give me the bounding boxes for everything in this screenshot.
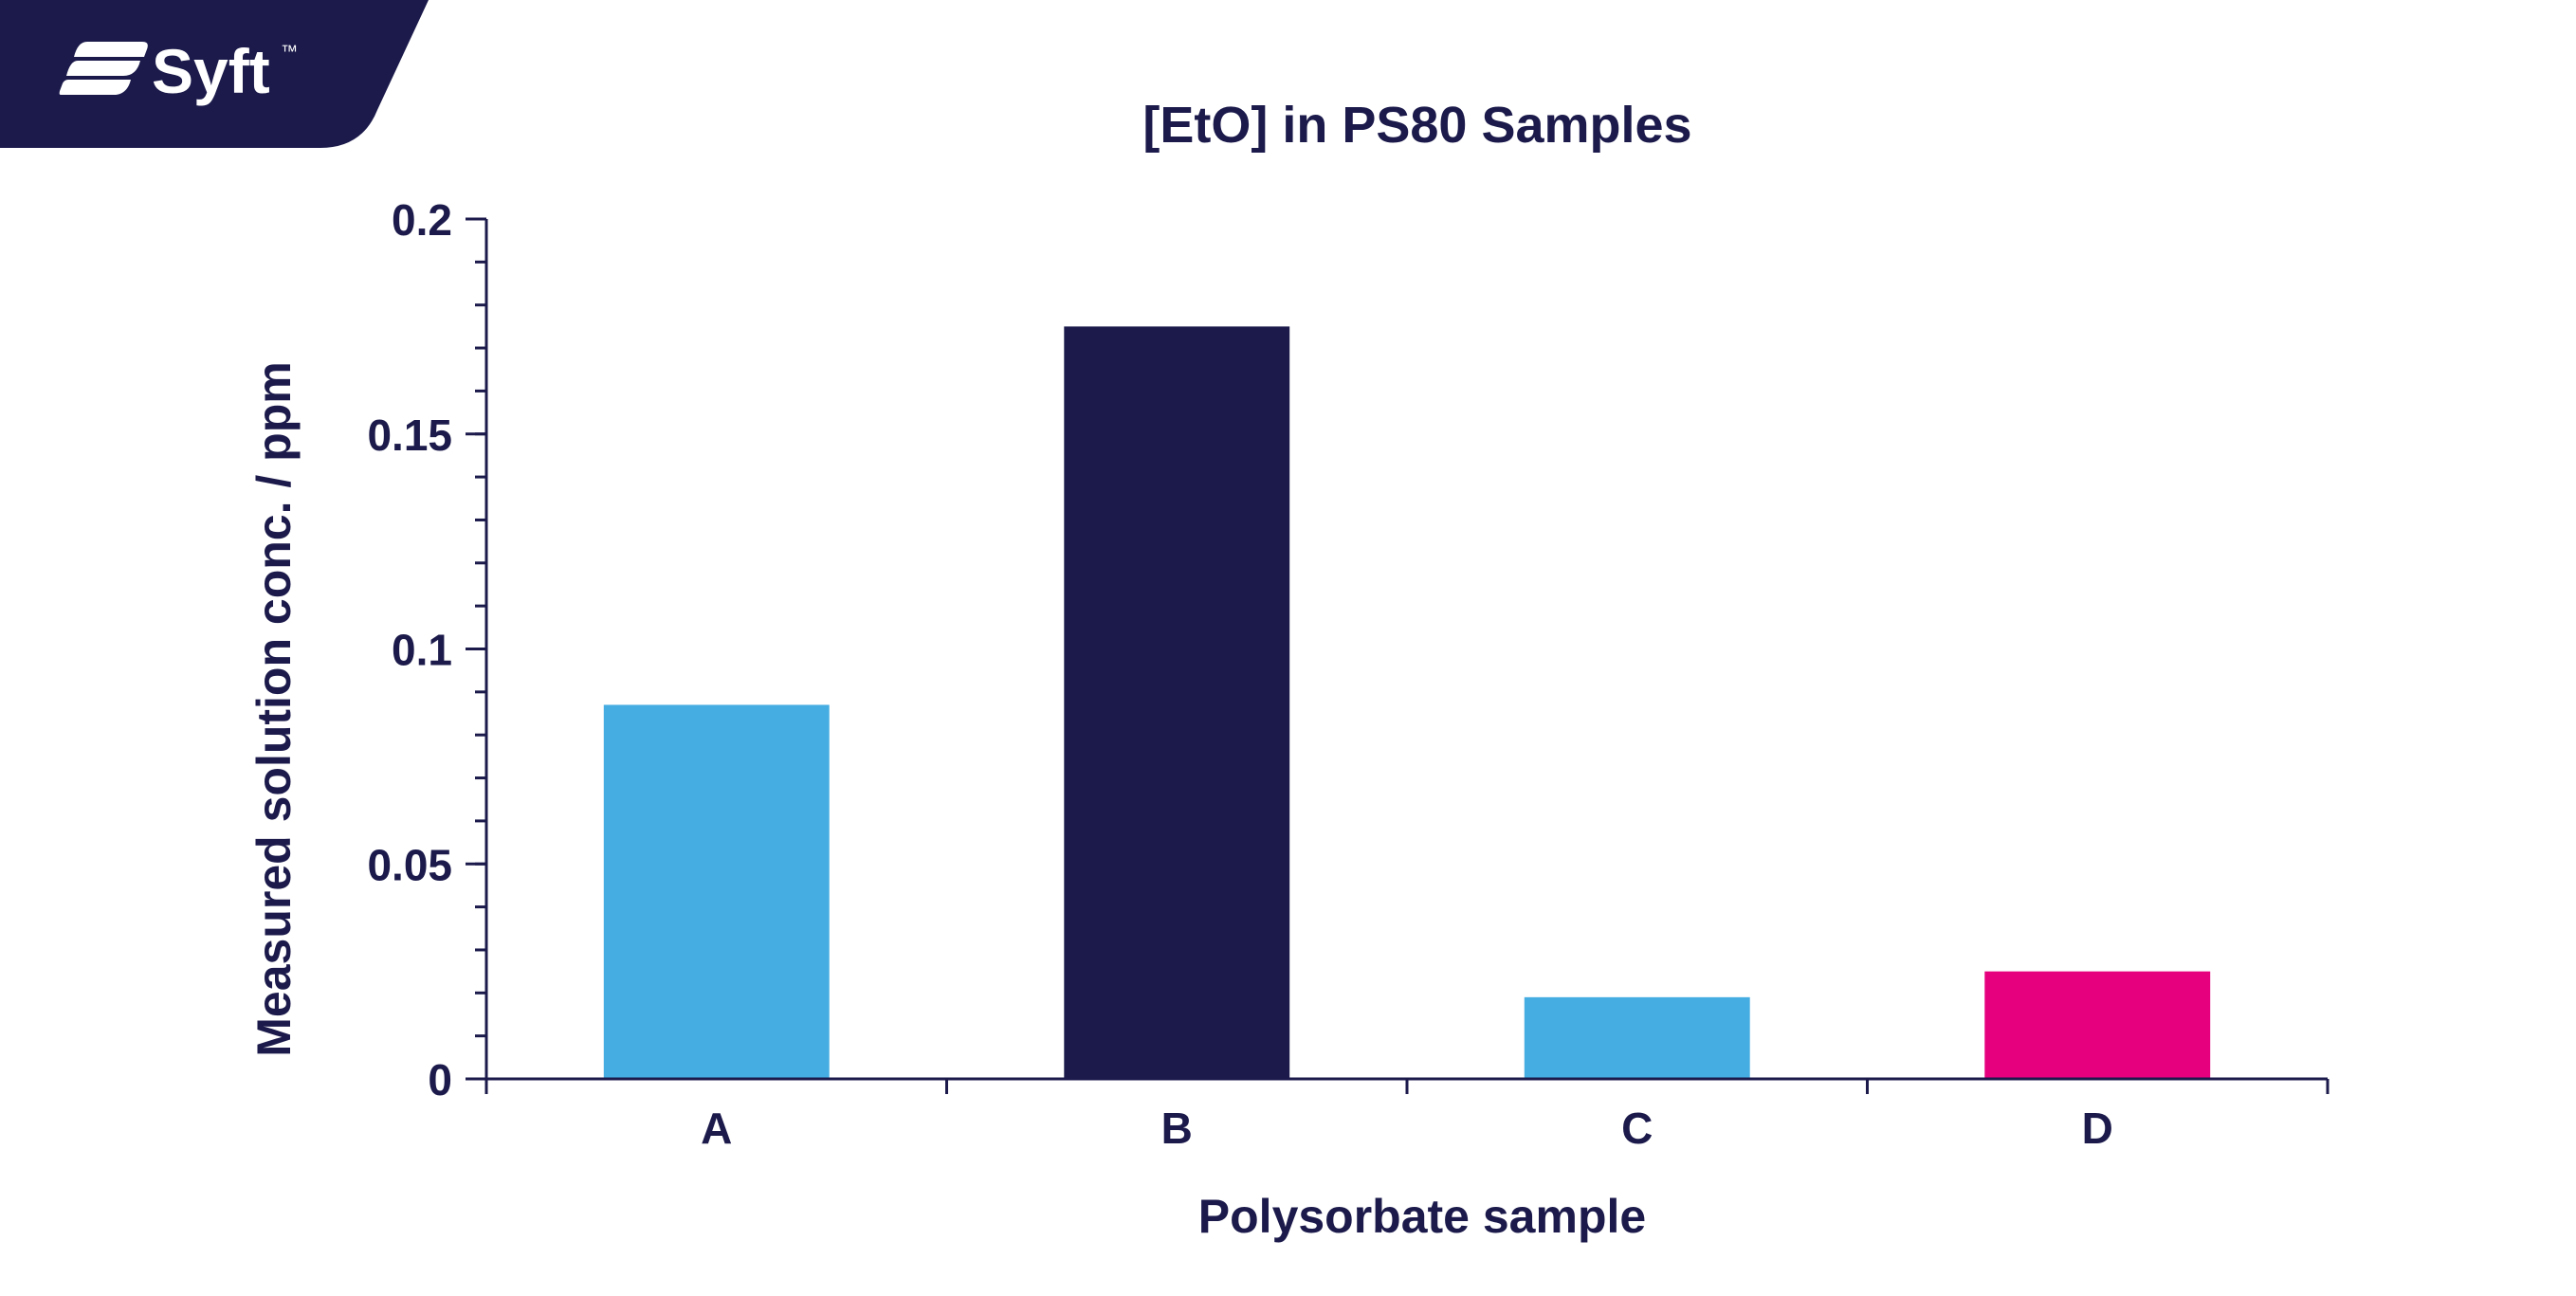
- brand-name: Syft: [152, 36, 270, 106]
- y-tick-label: 0: [428, 1055, 452, 1104]
- chart-title: [EtO] in PS80 Samples: [1142, 97, 1691, 154]
- x-tick-label-c: C: [1621, 1104, 1653, 1153]
- y-axis-label: Measured solution conc. / ppm: [247, 361, 301, 1056]
- tick-labels-layer: 0 0.05 0.1 0.15 0.2 A B C D: [367, 195, 2112, 1153]
- x-axis-label: Polysorbate sample: [1198, 1190, 1646, 1243]
- x-tick-label-a: A: [701, 1104, 732, 1153]
- bar-c: [1524, 996, 1750, 1079]
- brand-banner: Syft ™: [0, 0, 429, 148]
- syft-logo-icon: [59, 42, 148, 95]
- x-tick-label-b: B: [1161, 1104, 1193, 1153]
- y-tick-label: 0.05: [367, 840, 452, 889]
- bar-d: [1984, 971, 2211, 1079]
- brand-banner-shape: [0, 0, 429, 148]
- bar-a: [603, 704, 830, 1079]
- x-tick-label-d: D: [2082, 1104, 2113, 1153]
- bar-b: [1064, 326, 1290, 1079]
- y-tick-label: 0.15: [367, 411, 452, 460]
- axes-layer: [466, 217, 2329, 1094]
- y-tick-label: 0.1: [392, 626, 452, 675]
- y-tick-label: 0.2: [392, 195, 452, 245]
- bars-layer: [603, 326, 2211, 1079]
- brand-trademark: ™: [281, 42, 298, 61]
